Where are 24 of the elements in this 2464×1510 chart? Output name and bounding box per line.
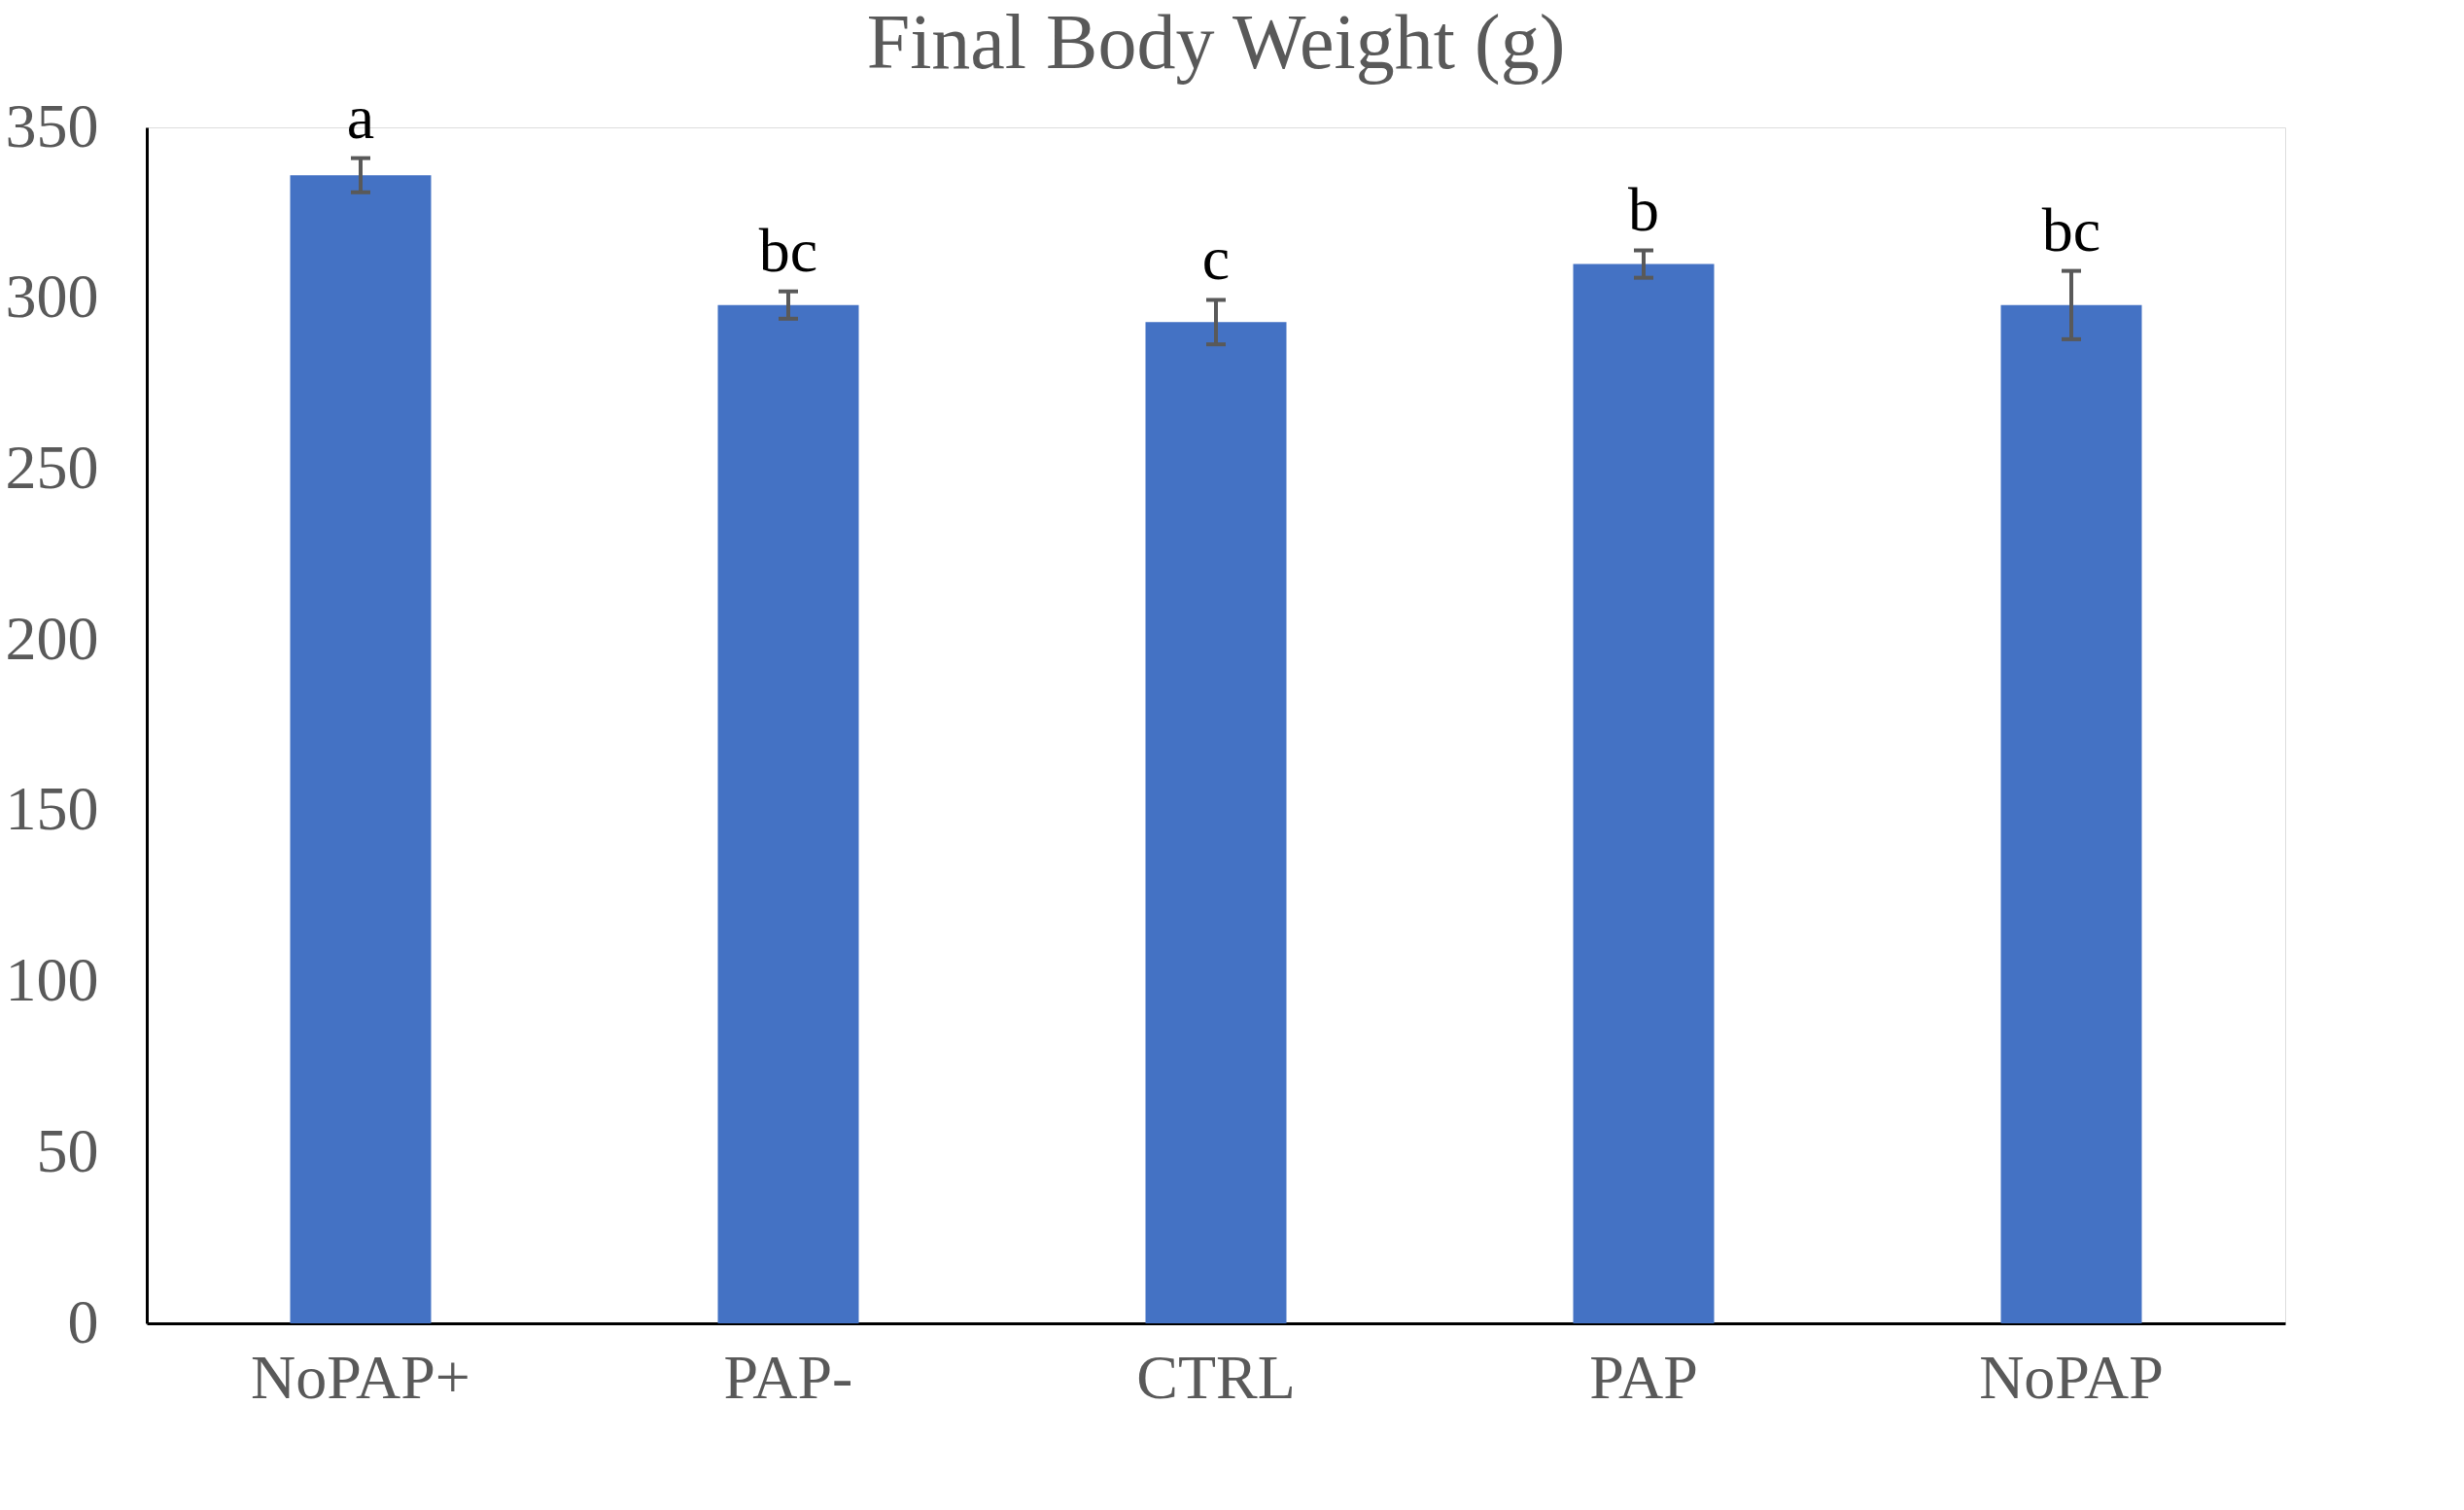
y-tick-label: 200: [5, 603, 99, 673]
y-tick-label: 50: [36, 1115, 99, 1185]
annotation: bc: [758, 215, 818, 285]
bar: [1573, 263, 1715, 1323]
x-tick-label: NoPAP: [1979, 1342, 2164, 1412]
y-tick-label: 250: [5, 432, 99, 502]
x-tick-label: NoPAP+: [251, 1342, 470, 1412]
bar: [2000, 304, 2142, 1323]
bar: [717, 304, 859, 1323]
y-tick-label: 300: [5, 262, 99, 332]
annotation: a: [346, 82, 375, 152]
bar: [290, 175, 432, 1323]
x-tick-label: CTRL: [1136, 1342, 1296, 1412]
annotation: bc: [2041, 194, 2101, 264]
y-tick-label: 100: [5, 945, 99, 1015]
chart-title: Final Body Weight (g): [866, 0, 1566, 86]
x-tick-label: PAP-: [723, 1342, 853, 1412]
y-tick-label: 150: [5, 774, 99, 844]
y-tick-label: 350: [5, 90, 99, 160]
y-tick-label: 0: [67, 1286, 99, 1356]
annotation: c: [1201, 224, 1231, 294]
x-tick-label: PAP: [1589, 1342, 1698, 1412]
annotation: b: [1628, 174, 1659, 244]
bar: [1145, 322, 1287, 1323]
